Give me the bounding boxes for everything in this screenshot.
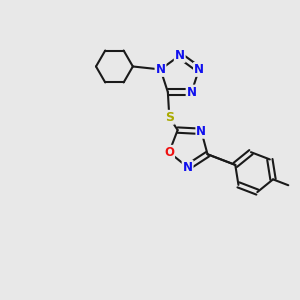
Text: N: N	[187, 85, 196, 98]
Text: N: N	[183, 161, 193, 174]
Text: N: N	[155, 63, 166, 76]
Text: N: N	[194, 63, 204, 76]
Text: N: N	[196, 125, 206, 138]
Text: N: N	[175, 49, 185, 62]
Text: O: O	[164, 146, 174, 159]
Text: S: S	[165, 111, 174, 124]
